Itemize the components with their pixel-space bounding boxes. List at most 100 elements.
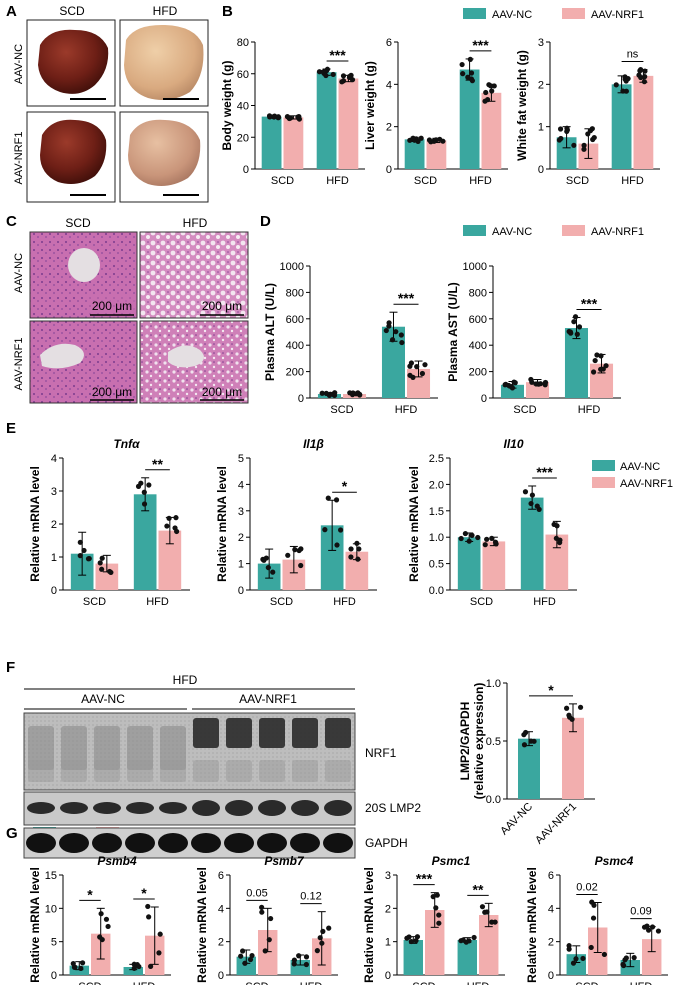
data-point [81,547,87,554]
data-point [466,538,472,544]
y-tick-label: 4 [51,453,57,465]
data-point [270,569,276,575]
he-vessel-3 [168,345,204,368]
bar [316,72,337,169]
y-tick-label: 2.0 [429,479,444,491]
data-point [489,535,495,541]
y-axis-label: Relative mRNA level [28,466,42,582]
y-tick-label: 1 [238,559,244,571]
data-point [483,89,489,96]
gapdh-band [26,833,56,853]
x-tick-label: SCD [330,404,353,416]
significance-label: *** [416,871,433,887]
data-point [512,380,518,386]
data-point [332,390,338,396]
y-tick-label: 800 [469,287,487,299]
y-tick-label: 3 [538,37,544,49]
lmp2-band [60,802,88,814]
data-point [146,482,152,488]
nrf1-band [193,718,219,748]
data-point [533,381,539,387]
data-point [467,56,473,62]
bar [338,78,359,169]
y-tick-label: 4 [238,479,244,491]
data-point [489,88,495,94]
data-point [266,113,273,119]
data-point [333,497,340,503]
data-point [292,547,298,553]
data-point [148,963,154,969]
gapdh-band [191,833,221,853]
lmp2-band [159,802,187,814]
y-axis-label: Relative mRNA level [525,867,539,983]
data-point [383,327,389,334]
x-tick-label: HFD [630,981,653,985]
data-point [303,961,309,968]
data-point [316,69,323,75]
panel-c-col-hfd: HFD [183,216,208,230]
data-point [623,955,629,961]
data-point [79,960,86,966]
data-point [592,357,598,364]
data-point [399,339,405,346]
y-tick-label: 0.5 [486,736,501,748]
data-point [347,73,353,80]
y-tick-label: 400 [286,340,304,352]
data-point [173,515,179,521]
y-tick-label: 1 [385,937,391,949]
data-point [642,68,648,74]
data-point [469,532,475,538]
data-point [564,128,570,135]
data-point [303,954,310,960]
lmp2-band [291,800,319,816]
y-tick-label: 2 [548,937,554,949]
data-point [131,965,137,971]
bar [457,537,481,590]
data-point [589,126,595,132]
data-point [172,525,178,531]
he-vessel-1 [68,248,100,282]
y-tick-label: 0.5 [429,559,444,571]
data-point [141,501,148,507]
chart-e2: 0 1 2 3 4 5 Relative mRNA level Il1β SCD HFD * [215,437,377,608]
data-point [340,73,347,79]
bar [123,967,143,975]
legend-e-nc-label: AAV-NC [620,461,660,473]
data-point [642,74,648,80]
chart-title: Psmb7 [264,854,305,868]
data-point [631,955,637,961]
gapdh-band [59,833,89,853]
data-point [141,489,147,495]
legend-b-nc-swatch [463,8,486,19]
data-point [77,539,83,545]
y-axis-label: Liver weight (g) [363,61,377,150]
data-point [238,953,244,959]
data-point [295,114,301,120]
data-point [334,542,340,548]
data-point [285,552,291,558]
data-point [314,948,320,954]
data-point [598,353,604,359]
chart-e1: 0 1 2 3 4 Relative mRNA level Tnfα SCD HFD ** [28,437,190,608]
chart-b2: 0 2 4 6 Liver weight (g) SCD HFD *** [363,37,508,187]
lmp2-band [93,802,121,814]
data-point [326,925,332,931]
y-tick-label: 2 [538,79,544,91]
y-tick-label: 0 [218,970,224,982]
band-label-nrf1: NRF1 [365,746,397,760]
y-tick-label: 2 [218,937,224,949]
data-point [638,74,644,81]
data-point [601,951,608,958]
legend-b: AAV-NC AAV-NRF1 [463,8,644,21]
panel-letter-f: F [6,659,15,676]
y-tick-label: 1.0 [429,532,444,544]
data-point [418,135,424,141]
chart-title: Psmc4 [595,854,634,868]
data-point [99,936,105,943]
data-point [591,134,597,141]
data-point [433,137,439,143]
